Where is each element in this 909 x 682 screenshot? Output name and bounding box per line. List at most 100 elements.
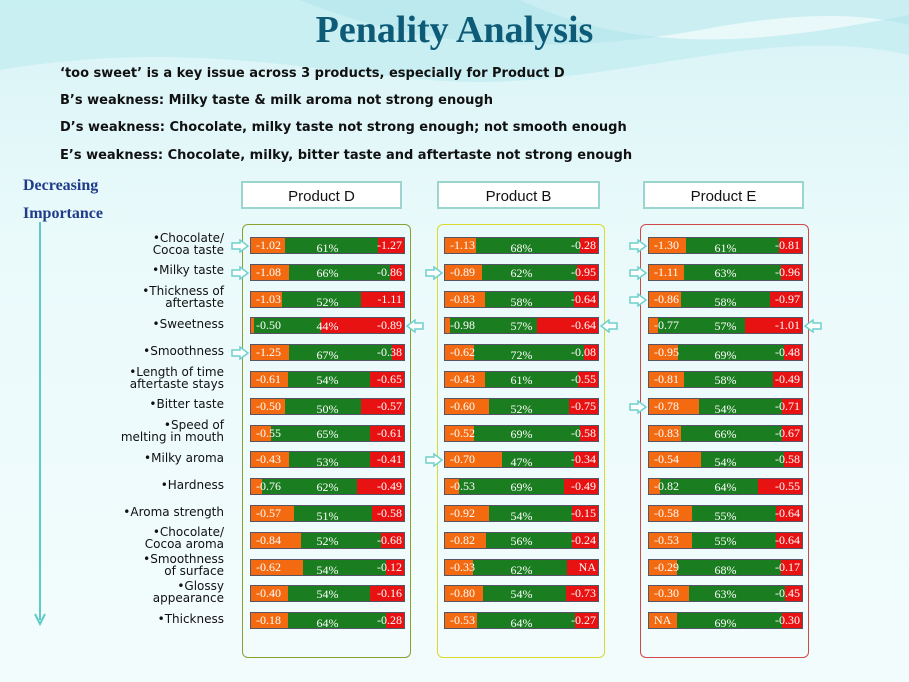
right-penalty-label: -0.45 (775, 586, 800, 601)
right-penalty-segment (371, 506, 404, 521)
left-penalty-segment (649, 398, 700, 414)
left-penalty-label: -0.89 (450, 264, 475, 279)
arrow-left-icon (600, 319, 618, 334)
right-penalty-segment (780, 559, 802, 575)
right-penalty-segment (564, 479, 598, 495)
right-penalty-segment (783, 452, 802, 468)
penalty-bar: -0.86 58% -0.97 (648, 290, 803, 308)
attribute-label: •Chocolate/Cocoa taste (152, 230, 224, 257)
right-penalty-label: -0.55 (775, 479, 800, 494)
insight-bullet-3: D’s weakness: Chocolate, milky taste not… (60, 120, 627, 135)
penalty-bar: -0.58 55% -0.64 (648, 505, 803, 522)
attribute-label: •Thickness (157, 611, 224, 626)
left-penalty-segment (251, 586, 288, 602)
right-penalty-segment (779, 238, 802, 253)
just-right-label: 64% (316, 616, 339, 630)
just-right-label: 51% (316, 509, 339, 522)
just-right-label: 56% (510, 533, 533, 548)
penalty-bar: -1.03 52% -1.11 (250, 290, 405, 308)
penalty-bar: -0.76 62% -0.49 (250, 478, 405, 496)
right-penalty-label: -0.68 (377, 532, 402, 547)
left-penalty-segment (445, 506, 490, 521)
just-right-label: 61% (714, 241, 737, 254)
left-penalty-segment (251, 345, 290, 361)
penalty-bar: NA 69% -0.30 (648, 612, 803, 630)
right-penalty-label: -0.65 (377, 372, 402, 386)
arrow-right-icon (231, 346, 249, 361)
right-penalty-segment (782, 425, 802, 441)
left-penalty-segment (251, 506, 294, 521)
right-penalty-label: -0.64 (775, 532, 800, 547)
just-right-label: 52% (316, 533, 339, 548)
penalty-bar: -0.92 54% -0.15 (444, 505, 599, 522)
side-label-importance: Importance (23, 205, 103, 222)
left-penalty-label: -0.61 (256, 372, 281, 386)
penalty-bar: -1.30 61% -0.81 (648, 237, 803, 254)
left-penalty-label: -0.82 (450, 532, 475, 547)
attribute-label: •Sweetness (152, 316, 224, 331)
right-penalty-segment (536, 318, 598, 334)
right-penalty-label: -0.58 (775, 452, 800, 467)
left-penalty-segment (251, 425, 271, 441)
right-penalty-label: -0.96 (775, 264, 800, 279)
right-penalty-segment (370, 425, 404, 441)
right-penalty-label: -0.27 (571, 613, 596, 628)
right-penalty-segment (385, 559, 404, 575)
right-penalty-label: -0.71 (775, 398, 800, 413)
left-penalty-segment (251, 613, 288, 629)
insight-bullet-1: ‘too sweet’ is a key issue across 3 prod… (60, 66, 565, 81)
penalty-bar: -0.43 53% -0.41 (250, 451, 405, 469)
left-penalty-label: -0.60 (450, 398, 475, 413)
right-penalty-label: -0.97 (775, 291, 800, 306)
left-penalty-segment (251, 479, 262, 495)
left-penalty-segment (445, 479, 459, 495)
right-penalty-segment (757, 479, 802, 495)
penalty-bar: -0.57 51% -0.58 (250, 505, 405, 522)
right-penalty-label: -0.49 (775, 372, 800, 386)
right-penalty-label: -0.58 (571, 425, 596, 440)
penalty-bar: -0.55 65% -0.61 (250, 424, 405, 442)
right-penalty-label: -0.41 (377, 452, 402, 467)
penalty-bar: -0.43 61% -0.55 (444, 371, 599, 388)
right-penalty-label: -0.61 (377, 425, 402, 440)
right-penalty-label: -0.30 (775, 613, 800, 628)
right-penalty-segment (776, 506, 802, 521)
left-penalty-label: -0.52 (450, 425, 475, 440)
right-penalty-segment (584, 345, 598, 361)
product-panel (437, 224, 605, 658)
product-header: Product D (241, 181, 402, 209)
attribute-label: •Chocolate/Cocoa aroma (144, 525, 224, 552)
penalty-bar: -0.54 54% -0.58 (648, 451, 803, 469)
just-right-label: 44% (316, 319, 339, 334)
penalty-bar: -0.40 54% -0.16 (250, 585, 405, 603)
attribute-label: •Aroma strength (123, 504, 224, 519)
left-penalty-label: -0.43 (450, 372, 475, 386)
right-penalty-segment (782, 398, 802, 414)
penalty-bar: -0.61 54% -0.65 (250, 371, 405, 388)
left-penalty-label: -0.62 (450, 345, 475, 360)
attribute-label: •Smoothness of surface (143, 552, 224, 579)
left-penalty-segment (649, 345, 679, 361)
right-penalty-segment (381, 532, 404, 548)
importance-arrow-icon (34, 222, 46, 627)
penalty-bar: -0.89 62% -0.95 (444, 263, 599, 281)
just-right-label: 64% (510, 616, 533, 630)
left-penalty-label: -0.81 (654, 372, 679, 386)
attribute-label: •Thickness of aftertaste (142, 284, 224, 311)
left-penalty-label: -0.84 (256, 532, 281, 547)
left-penalty-label: -0.40 (256, 586, 281, 601)
left-penalty-segment (445, 532, 487, 548)
penalty-bar: -0.50 50% -0.57 (250, 397, 405, 415)
just-right-label: 54% (714, 455, 737, 469)
right-penalty-label: -0.64 (775, 506, 800, 520)
penalty-bar: -0.52 69% -0.58 (444, 424, 599, 442)
left-penalty-segment (251, 559, 304, 575)
right-penalty-label: -0.64 (571, 318, 596, 333)
right-penalty-segment (565, 586, 598, 602)
arrow-right-icon (425, 265, 443, 280)
attribute-label: •Glossy appearance (152, 578, 224, 605)
left-penalty-label: -0.92 (450, 506, 475, 520)
left-penalty-label: -0.29 (654, 559, 679, 574)
right-penalty-segment (785, 586, 802, 602)
right-penalty-label: -0.24 (571, 532, 596, 547)
